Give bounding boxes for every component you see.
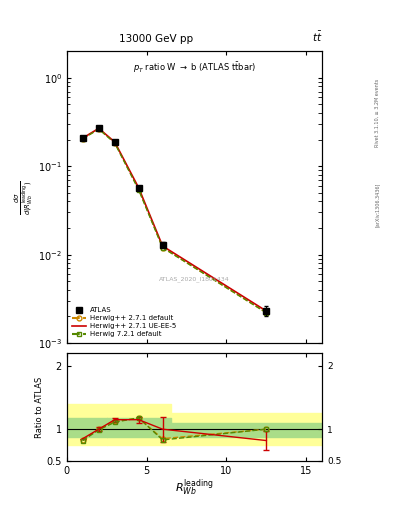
Text: $p_T$ ratio W $\rightarrow$ b (ATLAS t$\bar{\rm t}$bar): $p_T$ ratio W $\rightarrow$ b (ATLAS t$\… — [133, 60, 256, 75]
Y-axis label: Ratio to ATLAS: Ratio to ATLAS — [35, 376, 44, 438]
Legend: ATLAS, Herwig++ 2.7.1 default, Herwig++ 2.7.1 UE-EE-5, Herwig 7.2.1 default: ATLAS, Herwig++ 2.7.1 default, Herwig++ … — [70, 305, 178, 339]
Text: [arXiv:1306.3436]: [arXiv:1306.3436] — [375, 183, 380, 227]
Y-axis label: $\frac{d\sigma}{d(R_{Wb}^{\rm leading})}$: $\frac{d\sigma}{d(R_{Wb}^{\rm leading})}… — [13, 180, 35, 215]
X-axis label: $R_{Wb}^{\rm leading}$: $R_{Wb}^{\rm leading}$ — [175, 477, 214, 498]
Text: $t\bar{t}$: $t\bar{t}$ — [312, 29, 322, 44]
Text: Rivet 3.1.10, ≥ 3.2M events: Rivet 3.1.10, ≥ 3.2M events — [375, 78, 380, 147]
Text: 13000 GeV pp: 13000 GeV pp — [119, 33, 193, 44]
Text: ATLAS_2020_I1801434: ATLAS_2020_I1801434 — [159, 276, 230, 282]
